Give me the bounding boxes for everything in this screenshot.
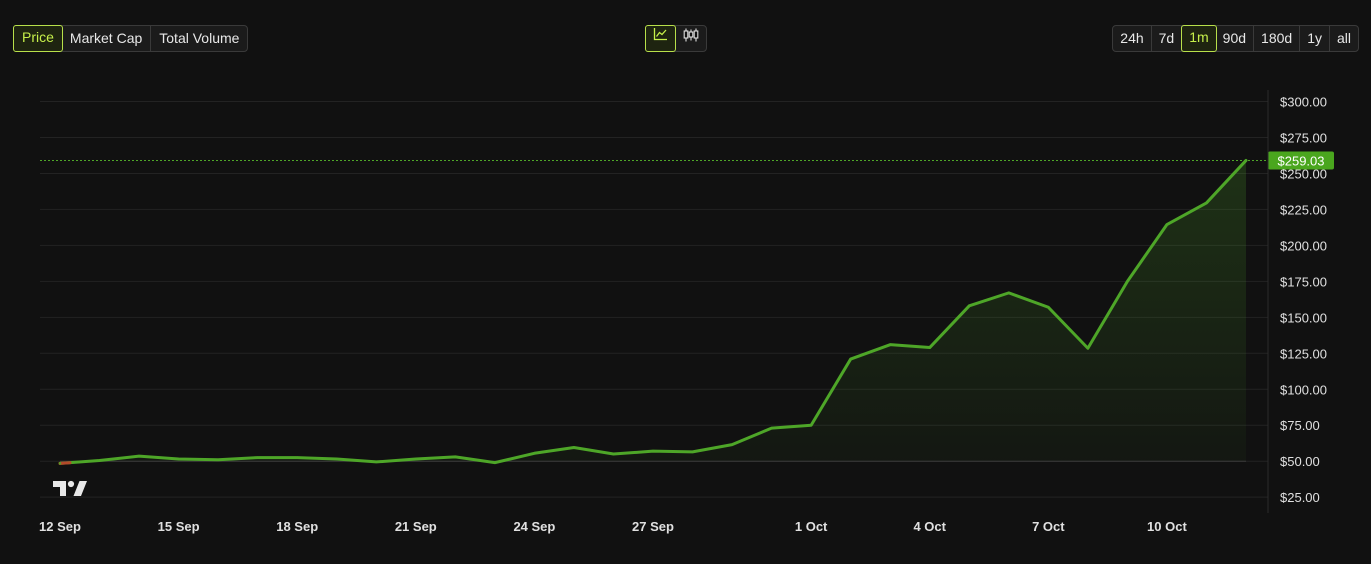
price-area	[60, 160, 1246, 464]
y-tick-label: $25.00	[1280, 490, 1320, 505]
data-point	[849, 357, 852, 361]
range-24h[interactable]: 24h	[1113, 26, 1152, 51]
candlestick-icon	[683, 25, 699, 50]
y-tick-label: $150.00	[1280, 310, 1327, 325]
data-point	[1165, 223, 1169, 226]
x-tick-label: 7 Oct	[1032, 519, 1065, 534]
data-point	[216, 458, 220, 461]
data-point	[572, 446, 576, 449]
data-point	[612, 452, 615, 456]
tab-price[interactable]: Price	[13, 25, 63, 52]
y-tick-label: $50.00	[1280, 454, 1320, 469]
data-point	[1244, 159, 1248, 162]
line-chart-button[interactable]	[645, 25, 676, 52]
data-point	[968, 304, 971, 308]
line-chart-icon	[653, 25, 668, 48]
data-point	[770, 426, 773, 430]
x-tick-label: 1 Oct	[795, 519, 828, 534]
range-tab-group: 24h 7d 1m 90d 180d 1y all	[1112, 25, 1359, 52]
data-point	[256, 456, 259, 459]
data-point	[533, 452, 536, 455]
data-point	[1007, 291, 1010, 295]
tab-total-volume[interactable]: Total Volume	[159, 30, 240, 46]
data-point	[335, 457, 338, 461]
y-tick-label: $300.00	[1280, 95, 1327, 110]
data-point	[98, 459, 101, 462]
data-point	[177, 457, 180, 461]
chart-type-toggle	[645, 25, 707, 52]
data-point	[809, 424, 813, 427]
last-price-badge	[1268, 151, 1334, 170]
y-tick-label: $200.00	[1280, 238, 1327, 253]
data-point	[691, 450, 694, 454]
tab-market-cap[interactable]: Market Cap	[62, 26, 152, 51]
y-tick-label: $250.00	[1280, 166, 1327, 181]
price-line	[58, 158, 1248, 465]
y-tick-label: $125.00	[1280, 346, 1327, 361]
x-tick-label: 15 Sep	[158, 519, 200, 534]
last-price-label: $259.03	[1278, 153, 1325, 168]
data-point	[1086, 347, 1090, 350]
area-fill	[60, 160, 1246, 464]
y-tick-label: $275.00	[1280, 130, 1327, 145]
data-point	[1205, 201, 1208, 205]
x-tick-label: 10 Oct	[1147, 519, 1187, 534]
data-point	[375, 460, 378, 464]
x-tick-label: 21 Sep	[395, 519, 437, 534]
tradingview-logo	[53, 480, 87, 496]
range-90d[interactable]: 90d	[1216, 26, 1255, 51]
data-point	[493, 461, 497, 464]
metric-tab-group: Price Market Cap Total Volume	[13, 25, 249, 52]
data-point	[928, 346, 931, 349]
x-tick-label: 27 Sep	[632, 519, 674, 534]
data-point	[58, 462, 62, 465]
range-all[interactable]: all	[1336, 30, 1351, 46]
x-tick-label: 24 Sep	[513, 519, 555, 534]
y-tick-label: $100.00	[1280, 382, 1327, 397]
y-tick-label: $75.00	[1280, 418, 1320, 433]
data-point	[454, 455, 457, 459]
data-point	[651, 449, 655, 453]
y-tick-label: $175.00	[1280, 274, 1327, 289]
data-point	[1047, 306, 1050, 309]
data-point	[137, 454, 141, 458]
x-tick-label: 18 Sep	[276, 519, 318, 534]
data-point	[889, 343, 892, 346]
data-point	[296, 456, 299, 459]
data-point	[1126, 280, 1129, 283]
y-axis: $25.00 $50.00 $75.00 $100.00 $125.00 $150.00 $…	[1267, 90, 1327, 513]
x-tick-label: 12 Sep	[39, 519, 81, 534]
range-1y[interactable]: 1y	[1300, 26, 1330, 51]
candlestick-button[interactable]	[675, 26, 706, 51]
range-1m[interactable]: 1m	[1181, 25, 1217, 52]
data-point	[730, 443, 734, 446]
y-tick-label: $225.00	[1280, 202, 1327, 217]
range-180d[interactable]: 180d	[1254, 26, 1301, 51]
data-point	[414, 457, 417, 461]
series-start-segment	[58, 461, 72, 465]
x-tick-label: 4 Oct	[913, 519, 946, 534]
x-axis: 12 Sep 15 Sep 18 Sep 21 Sep 24 Sep 27 Sep 1 Oc…	[39, 519, 1187, 534]
last-price-marker: $259.03	[40, 151, 1334, 170]
